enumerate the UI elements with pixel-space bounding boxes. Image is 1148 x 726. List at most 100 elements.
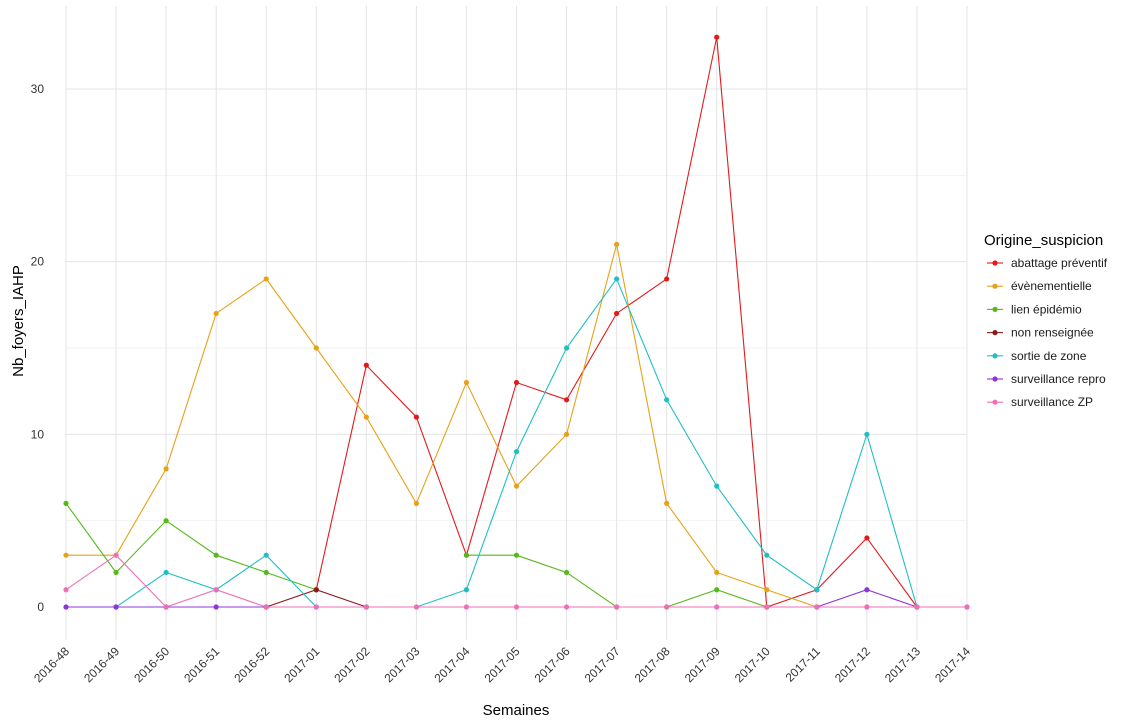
y-axis-title: Nb_foyers_IAHP <box>10 265 27 377</box>
legend-label: surveillance repro <box>1011 372 1106 386</box>
x-tick-label: 2017-01 <box>281 644 322 685</box>
legend-label: évènementielle <box>1011 279 1092 293</box>
data-point <box>263 569 269 576</box>
data-point <box>63 604 69 610</box>
data-point <box>213 604 219 610</box>
data-point <box>313 604 319 610</box>
legend: Origine_suspicion abattage préventif évèn… <box>984 232 1108 409</box>
x-tick-label: 2017-14 <box>932 644 973 685</box>
x-tick-label: 2016-48 <box>31 644 72 685</box>
y-tick-label: 0 <box>37 600 44 614</box>
data-point <box>614 310 620 317</box>
data-point <box>914 604 920 610</box>
plot-grid <box>65 6 968 640</box>
legend-key-point <box>992 399 998 405</box>
data-point <box>563 569 570 576</box>
data-point <box>864 587 870 593</box>
y-axis-ticks: 0 10 20 30 <box>31 82 45 614</box>
data-point <box>363 362 369 368</box>
data-point <box>664 276 670 282</box>
legend-items: abattage préventif évènementielle lien épi… <box>987 256 1108 409</box>
series-line <box>115 277 967 608</box>
data-point <box>864 535 870 541</box>
data-point <box>313 345 319 351</box>
data-point <box>463 552 470 558</box>
legend-key-point <box>992 306 998 312</box>
data-point <box>964 604 970 610</box>
x-tick-label: 2017-07 <box>582 644 623 685</box>
legend-title: Origine_suspicion <box>984 232 1103 249</box>
data-point <box>714 604 720 610</box>
data-point <box>463 604 470 610</box>
data-point <box>764 604 770 610</box>
x-tick-label: 2016-50 <box>131 644 172 685</box>
x-tick-label: 2017-12 <box>832 644 873 685</box>
x-tick-label: 2017-11 <box>783 644 824 685</box>
legend-label: abattage préventif <box>1011 256 1108 270</box>
data-point <box>263 552 269 558</box>
data-point <box>513 604 520 610</box>
data-point <box>814 587 820 593</box>
legend-label: lien épidémio <box>1011 302 1082 316</box>
data-point <box>63 587 69 593</box>
legend-label: sortie de zone <box>1011 349 1087 363</box>
legend-key-point <box>992 283 998 289</box>
data-point <box>163 604 169 610</box>
data-point <box>563 431 570 437</box>
data-point <box>413 500 419 506</box>
data-point <box>363 604 369 610</box>
data-point <box>614 604 620 610</box>
data-point <box>63 500 69 506</box>
x-tick-label: 2017-02 <box>331 644 372 685</box>
data-point <box>614 241 620 247</box>
data-point <box>113 552 119 558</box>
data-point <box>814 604 820 610</box>
legend-label: surveillance ZP <box>1011 395 1093 409</box>
y-tick-label: 30 <box>31 82 45 96</box>
data-point <box>63 552 69 558</box>
data-point <box>363 414 369 420</box>
data-point <box>263 276 269 282</box>
legend-key-point <box>992 353 998 359</box>
data-point <box>664 500 670 506</box>
legend-key-point <box>992 376 998 382</box>
x-tick-label: 2016-52 <box>231 644 272 685</box>
data-point <box>764 587 770 593</box>
x-tick-label: 2017-03 <box>381 644 422 685</box>
data-point <box>513 552 520 558</box>
series-layer <box>63 34 970 610</box>
y-tick-label: 10 <box>31 427 45 441</box>
series-sortie-de-zone <box>113 276 970 610</box>
series-surveillance-ZP <box>63 552 970 610</box>
data-point <box>313 587 319 593</box>
data-point <box>513 449 520 455</box>
data-point <box>563 397 570 403</box>
data-point <box>864 604 870 610</box>
y-tick-label: 20 <box>31 255 45 269</box>
data-point <box>213 310 219 317</box>
series-line <box>66 244 818 608</box>
data-point <box>113 604 119 610</box>
data-point <box>664 397 670 403</box>
data-point <box>764 552 770 558</box>
data-point <box>864 431 870 437</box>
x-tick-label: 2017-08 <box>632 644 673 685</box>
data-point <box>513 379 520 386</box>
data-point <box>263 604 269 610</box>
data-point <box>163 518 169 524</box>
data-point <box>413 604 419 610</box>
x-tick-label: 2016-49 <box>81 644 122 685</box>
series-line <box>65 503 317 591</box>
data-point <box>714 569 720 576</box>
data-point <box>463 379 470 386</box>
x-axis-ticks: 2016-48 2016-49 2016-50 2016-51 2016-52 2017-… <box>31 644 973 685</box>
legend-key-point <box>992 260 998 266</box>
x-tick-label: 2017-10 <box>732 644 773 685</box>
x-axis-title: Semaines <box>483 702 550 719</box>
data-point <box>714 587 720 593</box>
data-point <box>714 34 720 40</box>
x-tick-label: 2017-09 <box>682 644 723 685</box>
data-point <box>213 552 219 558</box>
x-tick-label: 2017-06 <box>532 644 573 685</box>
